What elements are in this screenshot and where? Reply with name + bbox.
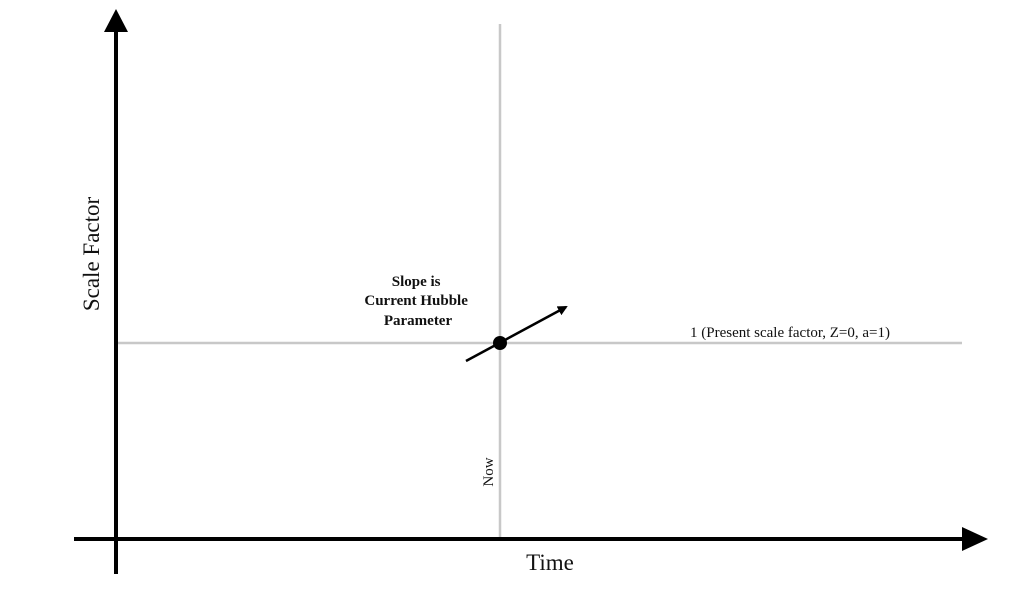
slope-annotation-line-3: Parameter: [384, 313, 453, 329]
x-axis-arrowhead: [962, 527, 988, 551]
slope-tangent-arrow: [465, 305, 568, 363]
slope-annotation: Slope is Current Hubble Parameter: [364, 274, 471, 329]
x-axis-label: Time: [526, 550, 574, 575]
present-scale-factor-label: 1 (Present scale factor, Z=0, a=1): [690, 325, 890, 341]
slope-annotation-line-2: Current Hubble: [364, 293, 468, 309]
present-point-marker: [493, 336, 507, 350]
x-axis: [74, 527, 988, 551]
y-axis-label: Scale Factor: [79, 197, 104, 312]
y-axis-arrowhead: [104, 9, 128, 32]
y-axis: [104, 9, 128, 574]
now-label: Now: [481, 457, 497, 486]
slope-annotation-line-1: Slope is: [392, 274, 441, 290]
